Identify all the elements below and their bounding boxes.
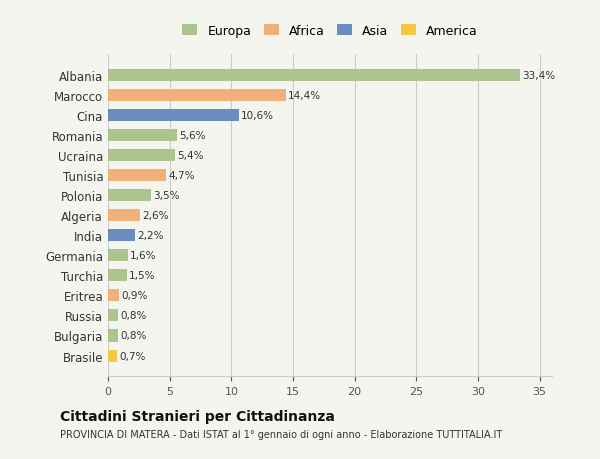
Bar [108,70,520,82]
Text: 10,6%: 10,6% [241,111,274,121]
Text: 4,7%: 4,7% [169,171,195,181]
Text: 1,5%: 1,5% [129,271,155,281]
Text: 5,4%: 5,4% [177,151,203,161]
Text: 14,4%: 14,4% [288,91,321,101]
Bar [108,170,166,182]
Text: 0,7%: 0,7% [119,351,145,361]
Bar [108,350,116,362]
Legend: Europa, Africa, Asia, America: Europa, Africa, Asia, America [178,20,482,43]
Text: PROVINCIA DI MATERA - Dati ISTAT al 1° gennaio di ogni anno - Elaborazione TUTTI: PROVINCIA DI MATERA - Dati ISTAT al 1° g… [60,429,502,439]
Bar [108,110,239,122]
Bar [108,250,128,262]
Text: 0,9%: 0,9% [122,291,148,301]
Bar [108,290,119,302]
Text: 2,2%: 2,2% [137,231,164,241]
Bar [108,130,177,142]
Bar [108,230,135,242]
Bar [108,90,286,102]
Text: 2,6%: 2,6% [143,211,169,221]
Text: 0,8%: 0,8% [121,311,147,321]
Text: 33,4%: 33,4% [523,71,556,81]
Bar [108,310,118,322]
Bar [108,190,151,202]
Text: 3,5%: 3,5% [154,191,180,201]
Text: 5,6%: 5,6% [179,131,206,141]
Text: Cittadini Stranieri per Cittadinanza: Cittadini Stranieri per Cittadinanza [60,409,335,423]
Text: 0,8%: 0,8% [121,331,147,341]
Bar [108,270,127,282]
Bar [108,330,118,342]
Bar [108,150,175,162]
Text: 1,6%: 1,6% [130,251,157,261]
Bar [108,210,140,222]
